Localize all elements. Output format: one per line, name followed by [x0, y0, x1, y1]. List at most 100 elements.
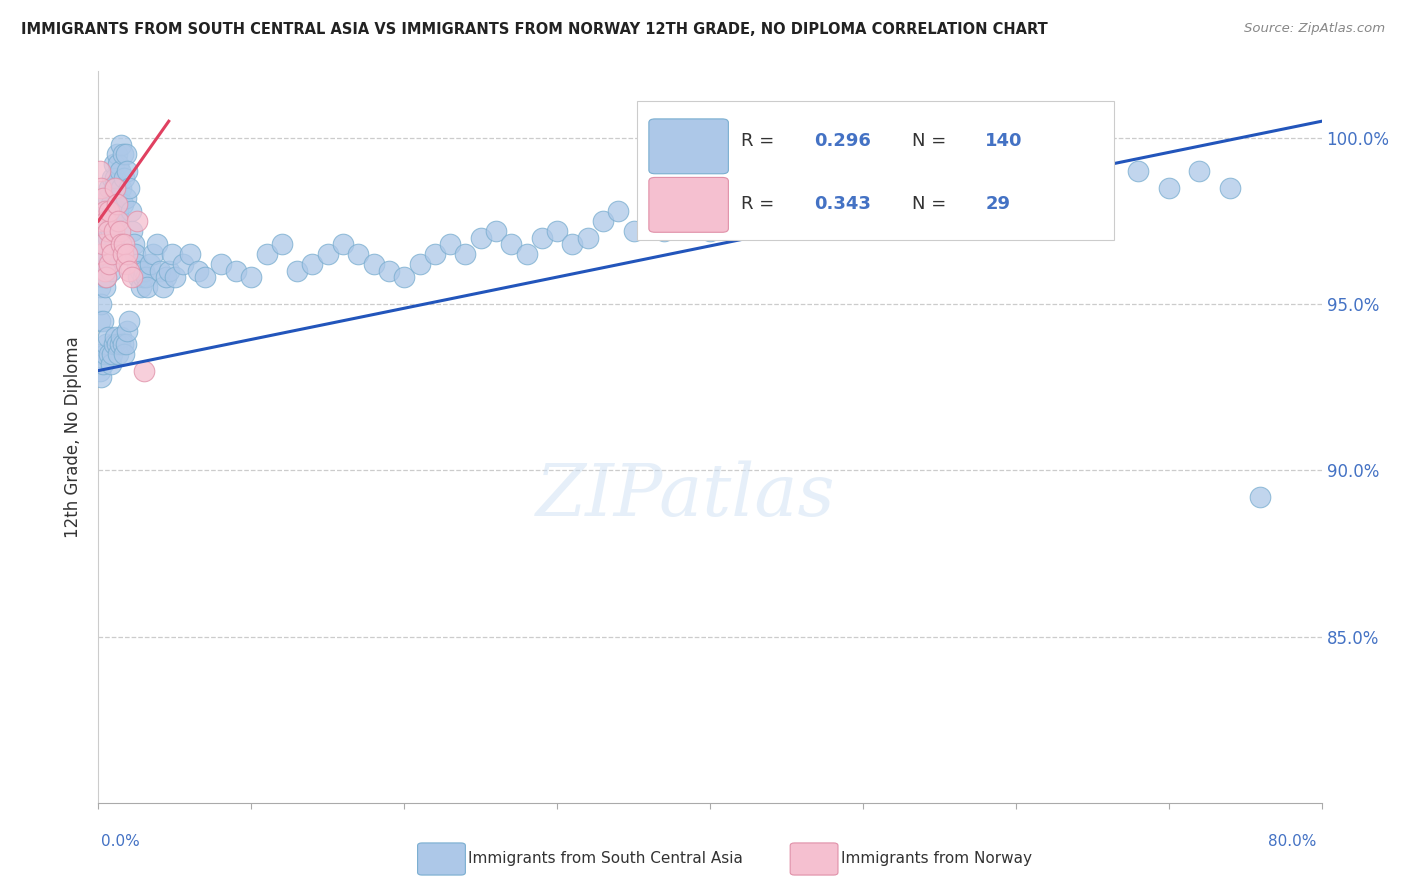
Point: [98, 347, 121, 361]
Point: [1249, 490, 1271, 504]
Point: [101, 170, 124, 185]
Point: [668, 214, 690, 228]
Point: [115, 147, 138, 161]
Point: [121, 224, 143, 238]
Point: [187, 264, 209, 278]
Point: [240, 270, 263, 285]
Point: [90, 180, 112, 194]
Point: [91, 247, 114, 261]
Point: [94, 204, 117, 219]
Point: [108, 224, 131, 238]
Point: [93, 224, 115, 238]
Point: [270, 237, 292, 252]
Point: [134, 264, 156, 278]
Point: [129, 280, 152, 294]
Point: [118, 180, 141, 194]
Point: [91, 191, 114, 205]
Point: [423, 247, 446, 261]
Point: [125, 214, 148, 228]
Point: [103, 337, 125, 351]
Text: ZIPatlas: ZIPatlas: [536, 460, 835, 531]
Point: [112, 170, 135, 185]
Point: [179, 247, 201, 261]
Point: [136, 280, 159, 294]
Point: [454, 247, 477, 261]
Point: [683, 204, 706, 219]
Point: [974, 180, 997, 194]
Point: [90, 247, 112, 261]
Point: [730, 214, 752, 228]
Point: [1081, 170, 1104, 185]
Point: [105, 337, 128, 351]
Point: [160, 247, 183, 261]
Point: [163, 270, 186, 285]
Point: [530, 230, 553, 244]
Point: [256, 247, 278, 261]
Point: [101, 247, 124, 261]
Point: [97, 191, 120, 205]
Point: [392, 270, 416, 285]
Point: [115, 191, 138, 205]
Point: [107, 204, 129, 219]
Point: [115, 257, 138, 271]
Point: [592, 214, 614, 228]
Point: [97, 224, 120, 238]
Point: [93, 280, 115, 294]
Text: R =: R =: [741, 132, 779, 150]
Point: [94, 214, 117, 228]
Text: Immigrants from Norway: Immigrants from Norway: [841, 852, 1032, 866]
Text: N =: N =: [912, 132, 952, 150]
Point: [94, 270, 117, 285]
Point: [139, 257, 162, 271]
Point: [105, 147, 128, 161]
Point: [93, 253, 115, 268]
Point: [135, 270, 157, 285]
Point: [1128, 164, 1150, 178]
Point: [928, 191, 950, 205]
Text: 80.0%: 80.0%: [1268, 834, 1316, 849]
Point: [1188, 164, 1211, 178]
Point: [225, 264, 247, 278]
Point: [103, 230, 125, 244]
Point: [637, 214, 661, 228]
Point: [120, 204, 142, 219]
Point: [103, 180, 125, 194]
Point: [127, 270, 149, 285]
Point: [485, 224, 508, 238]
Text: IMMIGRANTS FROM SOUTH CENTRAL ASIA VS IMMIGRANTS FROM NORWAY 12TH GRADE, NO DIPL: IMMIGRANTS FROM SOUTH CENTRAL ASIA VS IM…: [21, 22, 1047, 37]
Point: [117, 324, 139, 338]
Point: [91, 314, 114, 328]
Point: [90, 297, 112, 311]
Point: [101, 347, 124, 361]
Text: N =: N =: [912, 195, 952, 213]
Point: [576, 230, 599, 244]
Point: [100, 237, 122, 252]
Point: [125, 257, 148, 271]
Point: [90, 370, 112, 384]
Point: [118, 314, 141, 328]
Point: [1219, 180, 1241, 194]
Point: [209, 257, 232, 271]
Point: [149, 264, 172, 278]
Point: [561, 237, 583, 252]
Point: [316, 247, 339, 261]
Point: [124, 247, 146, 261]
Point: [105, 197, 128, 211]
Point: [100, 224, 122, 238]
FancyBboxPatch shape: [637, 101, 1114, 240]
Point: [110, 237, 132, 252]
Point: [1035, 180, 1057, 194]
Point: [104, 170, 127, 185]
Y-axis label: 12th Grade, No Diploma: 12th Grade, No Diploma: [65, 336, 83, 538]
Point: [104, 330, 127, 344]
Point: [363, 257, 385, 271]
Point: [94, 237, 117, 252]
Point: [90, 230, 112, 244]
Point: [132, 270, 155, 285]
Point: [821, 191, 844, 205]
Point: [155, 270, 177, 285]
Point: [883, 204, 905, 219]
Point: [118, 264, 141, 278]
Point: [122, 237, 145, 252]
Point: [101, 214, 124, 228]
